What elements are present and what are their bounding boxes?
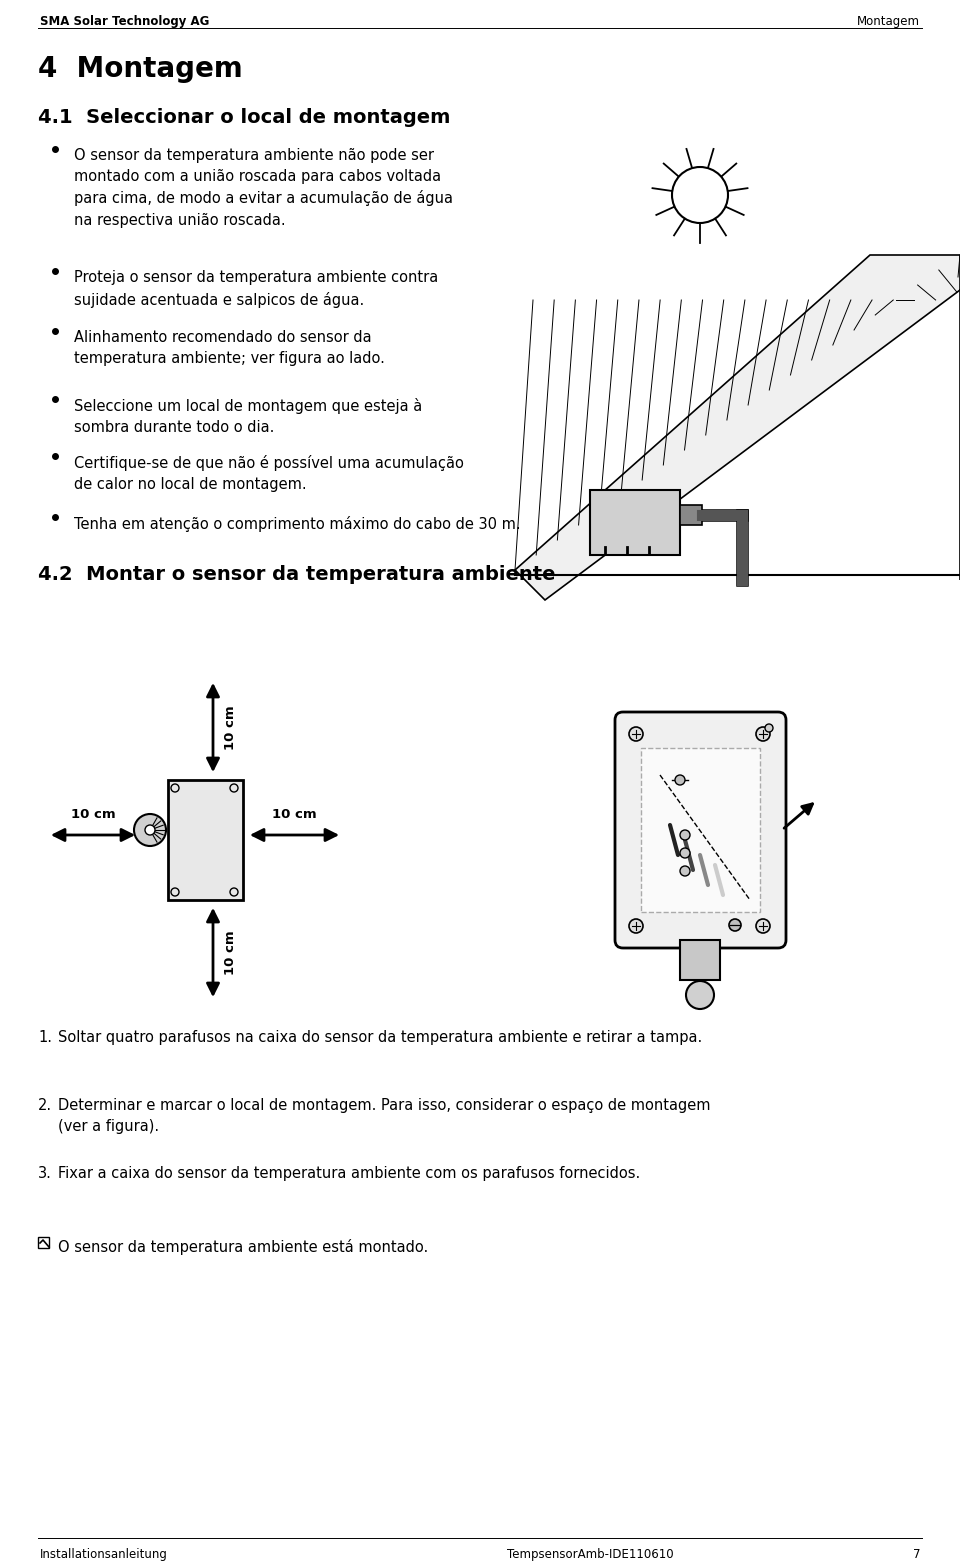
Circle shape — [629, 920, 643, 934]
Text: Soltar quatro parafusos na caixa do sensor da temperatura ambiente e retirar a t: Soltar quatro parafusos na caixa do sens… — [58, 1031, 703, 1045]
FancyArrowPatch shape — [207, 687, 219, 769]
Circle shape — [134, 813, 166, 846]
Text: 10 cm: 10 cm — [225, 931, 237, 974]
Text: O sensor da temperatura ambiente não pode ser
montado com a união roscada para c: O sensor da temperatura ambiente não pod… — [74, 149, 453, 227]
Text: 4.1  Seleccionar o local de montagem: 4.1 Seleccionar o local de montagem — [38, 108, 450, 127]
Text: 4  Montagem: 4 Montagem — [38, 55, 243, 83]
Text: 3.: 3. — [38, 1167, 52, 1181]
Bar — [641, 748, 760, 912]
Bar — [680, 505, 702, 526]
Text: 10 cm: 10 cm — [71, 809, 115, 821]
Text: SMA Solar Technology AG: SMA Solar Technology AG — [40, 16, 209, 28]
Bar — [590, 490, 680, 555]
Text: 4.2  Montar o sensor da temperatura ambiente: 4.2 Montar o sensor da temperatura ambie… — [38, 565, 556, 583]
Text: TempsensorAmb-IDE110610: TempsensorAmb-IDE110610 — [507, 1548, 673, 1561]
FancyBboxPatch shape — [615, 712, 786, 948]
Circle shape — [756, 920, 770, 934]
Circle shape — [680, 830, 690, 840]
Text: 7: 7 — [913, 1548, 920, 1561]
Text: 10 cm: 10 cm — [225, 705, 237, 749]
Circle shape — [765, 724, 773, 732]
FancyArrowPatch shape — [252, 829, 336, 840]
Polygon shape — [515, 255, 960, 601]
Circle shape — [686, 981, 714, 1009]
Text: Alinhamento recomendado do sensor da
temperatura ambiente; ver figura ao lado.: Alinhamento recomendado do sensor da tem… — [74, 330, 385, 366]
Circle shape — [675, 776, 685, 785]
Text: Tenha em atenção o comprimento máximo do cabo de 30 m.: Tenha em atenção o comprimento máximo do… — [74, 516, 520, 532]
Circle shape — [680, 848, 690, 859]
Bar — [38, 1237, 49, 1248]
Circle shape — [145, 824, 155, 835]
FancyArrowPatch shape — [784, 804, 812, 829]
Bar — [680, 940, 720, 981]
Circle shape — [729, 920, 741, 931]
FancyArrowPatch shape — [54, 829, 132, 840]
Circle shape — [672, 167, 728, 224]
Text: Certifique-se de que não é possível uma acumulação
de calor no local de montagem: Certifique-se de que não é possível uma … — [74, 455, 464, 493]
FancyArrowPatch shape — [207, 910, 219, 995]
Text: 10 cm: 10 cm — [273, 809, 317, 821]
Text: Proteja o sensor da temperatura ambiente contra
sujidade acentuada e salpicos de: Proteja o sensor da temperatura ambiente… — [74, 271, 439, 308]
Text: 2.: 2. — [38, 1098, 52, 1114]
Text: Installationsanleitung: Installationsanleitung — [40, 1548, 168, 1561]
Text: O sensor da temperatura ambiente está montado.: O sensor da temperatura ambiente está mo… — [58, 1239, 428, 1254]
Text: Determinar e marcar o local de montagem. Para isso, considerar o espaço de monta: Determinar e marcar o local de montagem.… — [58, 1098, 710, 1134]
Text: 1.: 1. — [38, 1031, 52, 1045]
Circle shape — [756, 727, 770, 741]
Bar — [168, 780, 243, 899]
Text: Seleccione um local de montagem que esteja à
sombra durante todo o dia.: Seleccione um local de montagem que este… — [74, 397, 422, 435]
Text: Fixar a caixa do sensor da temperatura ambiente com os parafusos fornecidos.: Fixar a caixa do sensor da temperatura a… — [58, 1167, 640, 1181]
Circle shape — [629, 727, 643, 741]
Text: Montagem: Montagem — [857, 16, 920, 28]
Circle shape — [680, 866, 690, 876]
